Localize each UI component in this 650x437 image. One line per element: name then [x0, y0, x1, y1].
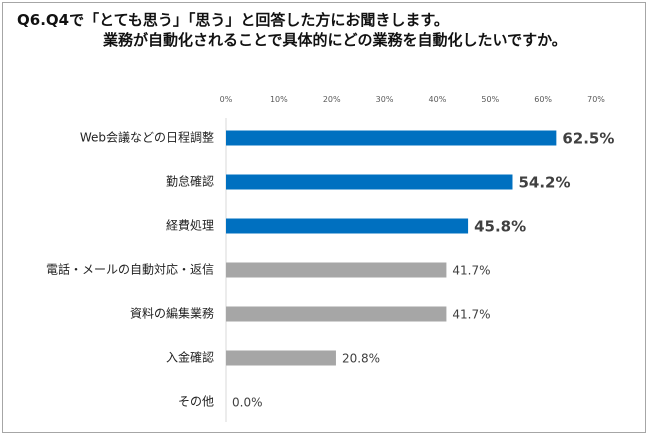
x-tick-label: 70% [587, 95, 605, 104]
x-tick-label: 60% [534, 95, 552, 104]
bar [226, 218, 469, 234]
category-label: 勤怠確認 [166, 174, 214, 189]
bar-chart: 0% 10% 20% 30% 40% 50% 60% 70% Web会議などの日程調整 62.5%… [46, 95, 614, 422]
chart-title-line-1: Q6.Q4で「とても思う」「思う」と回答した方にお聞きします。 [17, 11, 449, 29]
bar [226, 130, 557, 146]
category-label: その他 [178, 395, 214, 409]
x-tick-label: 30% [376, 95, 394, 104]
x-tick-label: 20% [323, 95, 341, 104]
x-tick-label: 10% [270, 95, 288, 104]
category-label: 電話・メールの自動対応・返信 [46, 262, 214, 277]
value-label: 62.5% [562, 130, 614, 148]
x-tick-label: 40% [429, 95, 447, 104]
x-tick-label: 0% [220, 95, 233, 104]
value-label: 54.2% [518, 174, 570, 192]
bar [226, 306, 447, 322]
value-label: 45.8% [474, 218, 526, 236]
category-label: Web会議などの日程調整 [80, 130, 214, 145]
chart-title-line-2: 業務が自動化されることで具体的にどの業務を自動化したいですか。 [103, 31, 567, 49]
value-label: 41.7% [452, 308, 490, 322]
value-label: 41.7% [452, 264, 490, 278]
bar [226, 350, 336, 366]
value-label: 20.8% [342, 352, 380, 366]
x-tick-label: 50% [481, 95, 499, 104]
category-label: 資料の編集業務 [130, 306, 214, 321]
value-label: 0.0% [232, 396, 263, 410]
chart-frame: Q6.Q4で「とても思う」「思う」と回答した方にお聞きします。 業務が自動化され… [2, 2, 646, 433]
category-label: 経費処理 [166, 218, 214, 233]
bar [226, 174, 513, 190]
bar [226, 262, 447, 278]
category-label: 入金確認 [166, 350, 214, 365]
